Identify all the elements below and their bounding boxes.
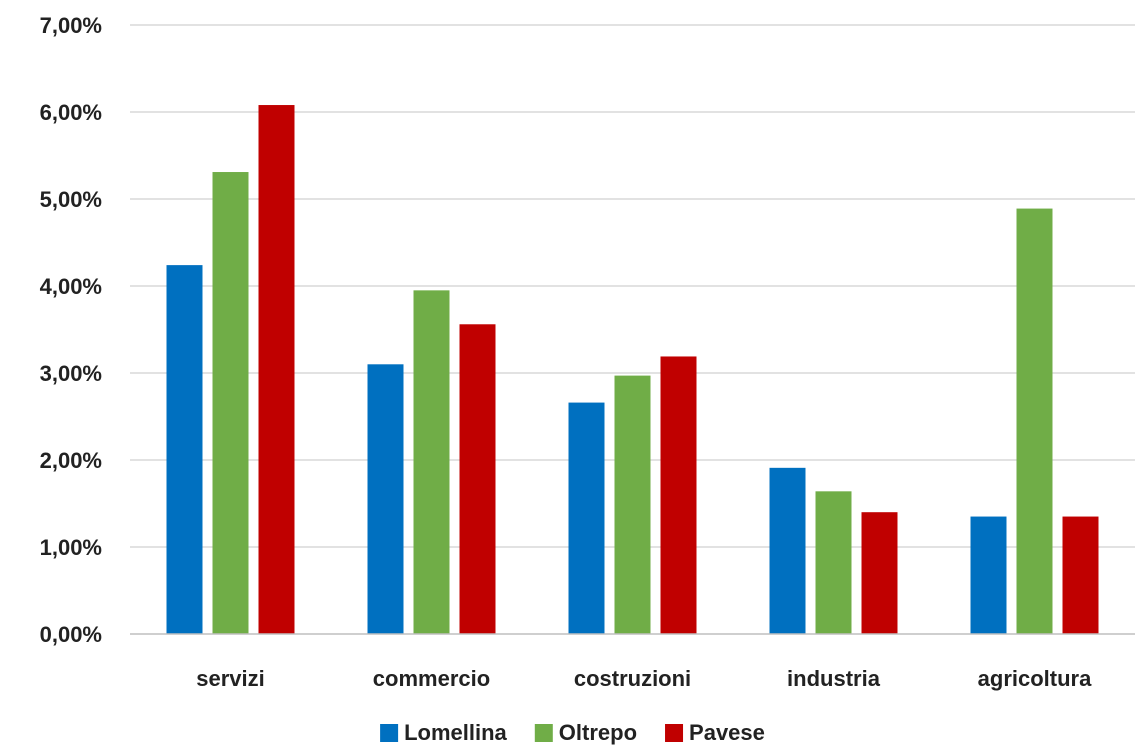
legend-swatch: [534, 724, 553, 742]
bar-lomellina-agricoltura: [970, 516, 1007, 634]
y-tick-label: 6,00%: [40, 100, 102, 125]
legend-label: Lomellina: [404, 720, 507, 745]
bar-pavese-commercio: [459, 324, 496, 634]
x-axis: servizi commercio costruzioni industria agri…: [130, 633, 1135, 691]
y-axis-tick-labels: 0,00% 1,00% 2,00% 3,00% 4,00% 5,00% 6,00% 7,00%: [40, 13, 102, 647]
bar-lomellina-industria: [769, 467, 806, 634]
bar-oltrepo-costruzioni: [614, 375, 651, 634]
legend-item-pavese: Pavese: [665, 720, 765, 745]
bars: [166, 105, 1099, 635]
y-tick-label: 7,00%: [40, 13, 102, 38]
legend-item-lomellina: Lomellina: [380, 720, 508, 745]
y-tick-label: 3,00%: [40, 361, 102, 386]
bar-oltrepo-agricoltura: [1016, 208, 1053, 634]
gridlines: [130, 24, 1135, 548]
legend-label: Oltrepo: [559, 720, 637, 745]
bar-lomellina-servizi: [166, 265, 203, 634]
bar-pavese-servizi: [258, 105, 295, 635]
x-category-label: industria: [787, 666, 881, 691]
legend-swatch: [380, 724, 399, 742]
legend: Lomellina Oltrepo Pavese: [380, 720, 765, 745]
bar-lomellina-commercio: [367, 364, 404, 634]
bar-oltrepo-servizi: [212, 172, 249, 634]
x-category-label: commercio: [373, 666, 490, 691]
y-tick-label: 2,00%: [40, 448, 102, 473]
y-tick-label: 0,00%: [40, 622, 102, 647]
legend-swatch: [665, 724, 684, 742]
x-category-label: costruzioni: [574, 666, 691, 691]
bar-oltrepo-industria: [815, 491, 852, 634]
y-tick-label: 4,00%: [40, 274, 102, 299]
x-category-label: servizi: [196, 666, 265, 691]
legend-item-oltrepo: Oltrepo: [534, 720, 637, 745]
legend-label: Pavese: [689, 720, 765, 745]
bar-lomellina-costruzioni: [568, 402, 605, 634]
x-category-label: agricoltura: [978, 666, 1092, 691]
y-tick-label: 5,00%: [40, 187, 102, 212]
bar-pavese-agricoltura: [1062, 516, 1099, 634]
bar-pavese-industria: [861, 512, 898, 634]
bar-oltrepo-commercio: [413, 290, 450, 634]
bar-pavese-costruzioni: [660, 356, 697, 634]
y-tick-label: 1,00%: [40, 535, 102, 560]
